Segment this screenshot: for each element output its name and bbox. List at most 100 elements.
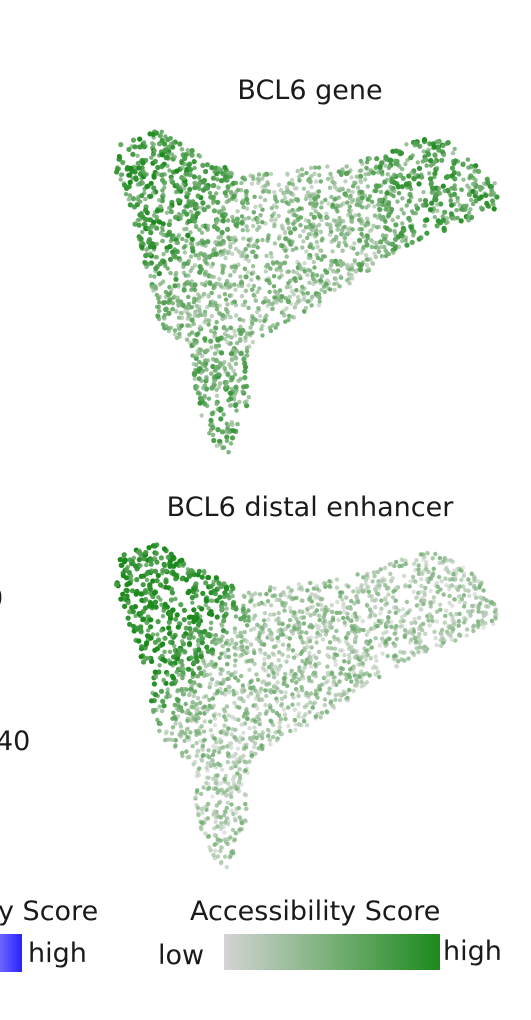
cell-point bbox=[289, 629, 294, 634]
cell-point bbox=[205, 761, 210, 766]
cell-point bbox=[262, 197, 268, 203]
cell-point bbox=[343, 179, 348, 184]
cell-point bbox=[329, 175, 334, 180]
cell-point bbox=[152, 599, 159, 605]
cell-point bbox=[286, 585, 291, 590]
cell-point bbox=[149, 602, 155, 609]
cell-point bbox=[232, 645, 237, 650]
cell-point bbox=[251, 685, 256, 690]
cell-point bbox=[286, 643, 291, 648]
cell-point bbox=[271, 644, 277, 650]
cell-point bbox=[470, 201, 476, 207]
cell-point bbox=[434, 223, 440, 229]
cell-point bbox=[329, 646, 334, 651]
cell-point bbox=[379, 254, 385, 259]
cell-point bbox=[226, 371, 231, 376]
cell-point bbox=[213, 220, 219, 225]
cell-point bbox=[478, 205, 484, 210]
cell-point bbox=[322, 624, 328, 629]
cell-point bbox=[161, 678, 166, 683]
cell-point bbox=[133, 591, 139, 597]
cell-point bbox=[456, 172, 462, 177]
cell-point bbox=[194, 753, 199, 758]
cell-point bbox=[231, 784, 237, 789]
cell-point bbox=[172, 328, 178, 333]
cell-point bbox=[185, 755, 190, 760]
cell-point bbox=[203, 602, 208, 608]
cell-point bbox=[217, 303, 223, 308]
cell-point bbox=[289, 314, 295, 319]
cell-point bbox=[446, 631, 451, 636]
cell-point bbox=[208, 719, 213, 724]
cell-point bbox=[215, 199, 221, 205]
cell-point bbox=[269, 254, 274, 260]
cell-point bbox=[257, 286, 262, 291]
cell-point bbox=[242, 368, 248, 374]
cell-point bbox=[317, 687, 323, 692]
cell-point bbox=[291, 192, 296, 198]
cell-point bbox=[375, 170, 381, 175]
cell-point bbox=[397, 172, 402, 178]
cell-point bbox=[388, 157, 394, 163]
cell-point bbox=[186, 301, 191, 307]
cell-point bbox=[364, 242, 370, 248]
cell-point bbox=[430, 572, 435, 578]
cell-point bbox=[120, 159, 126, 166]
cell-point bbox=[222, 709, 228, 714]
cell-point bbox=[349, 175, 354, 180]
cell-point bbox=[191, 659, 197, 665]
cell-point bbox=[160, 322, 166, 327]
cell-point bbox=[202, 704, 207, 709]
cell-point bbox=[417, 631, 422, 637]
cell-point bbox=[294, 680, 299, 685]
cell-point bbox=[350, 184, 356, 189]
cell-point bbox=[126, 172, 132, 178]
cell-point bbox=[148, 590, 154, 596]
cell-point bbox=[155, 164, 161, 171]
cell-point bbox=[452, 146, 457, 152]
cell-point bbox=[276, 628, 281, 634]
cell-point bbox=[248, 691, 254, 696]
cell-point bbox=[175, 697, 181, 704]
cell-point bbox=[196, 729, 201, 734]
cell-point bbox=[341, 609, 347, 614]
cell-point bbox=[201, 658, 206, 663]
cell-point bbox=[233, 303, 239, 308]
cell-point bbox=[182, 649, 188, 655]
cell-point bbox=[234, 408, 239, 413]
cell-point bbox=[280, 652, 285, 657]
cell-point bbox=[206, 322, 211, 327]
cell-point bbox=[160, 613, 166, 619]
cell-point bbox=[282, 229, 288, 234]
cell-point bbox=[240, 683, 246, 688]
cell-point bbox=[307, 193, 313, 199]
cell-point bbox=[125, 600, 131, 606]
cell-point bbox=[369, 645, 374, 650]
cell-point bbox=[318, 229, 323, 235]
cell-point bbox=[363, 172, 368, 177]
cell-point bbox=[197, 227, 202, 232]
cell-point bbox=[255, 289, 260, 295]
cell-point bbox=[221, 241, 226, 246]
cell-point bbox=[322, 289, 327, 294]
cell-point bbox=[227, 284, 233, 289]
cell-point bbox=[313, 209, 318, 214]
cell-point bbox=[237, 705, 242, 710]
cell-point bbox=[173, 738, 179, 743]
cell-point bbox=[413, 203, 419, 208]
cell-point bbox=[316, 624, 322, 629]
cell-point bbox=[411, 211, 416, 216]
cell-point bbox=[194, 712, 199, 717]
cell-point bbox=[365, 216, 370, 221]
cell-point bbox=[146, 628, 151, 633]
cell-point bbox=[187, 312, 192, 318]
cell-point bbox=[357, 629, 362, 634]
cell-point bbox=[186, 614, 192, 620]
cell-point bbox=[476, 168, 482, 174]
cell-point bbox=[220, 270, 225, 275]
cell-point bbox=[374, 156, 380, 162]
cell-point bbox=[236, 678, 241, 683]
cell-point bbox=[383, 640, 388, 645]
cell-point bbox=[205, 254, 210, 260]
cell-point bbox=[205, 227, 210, 232]
